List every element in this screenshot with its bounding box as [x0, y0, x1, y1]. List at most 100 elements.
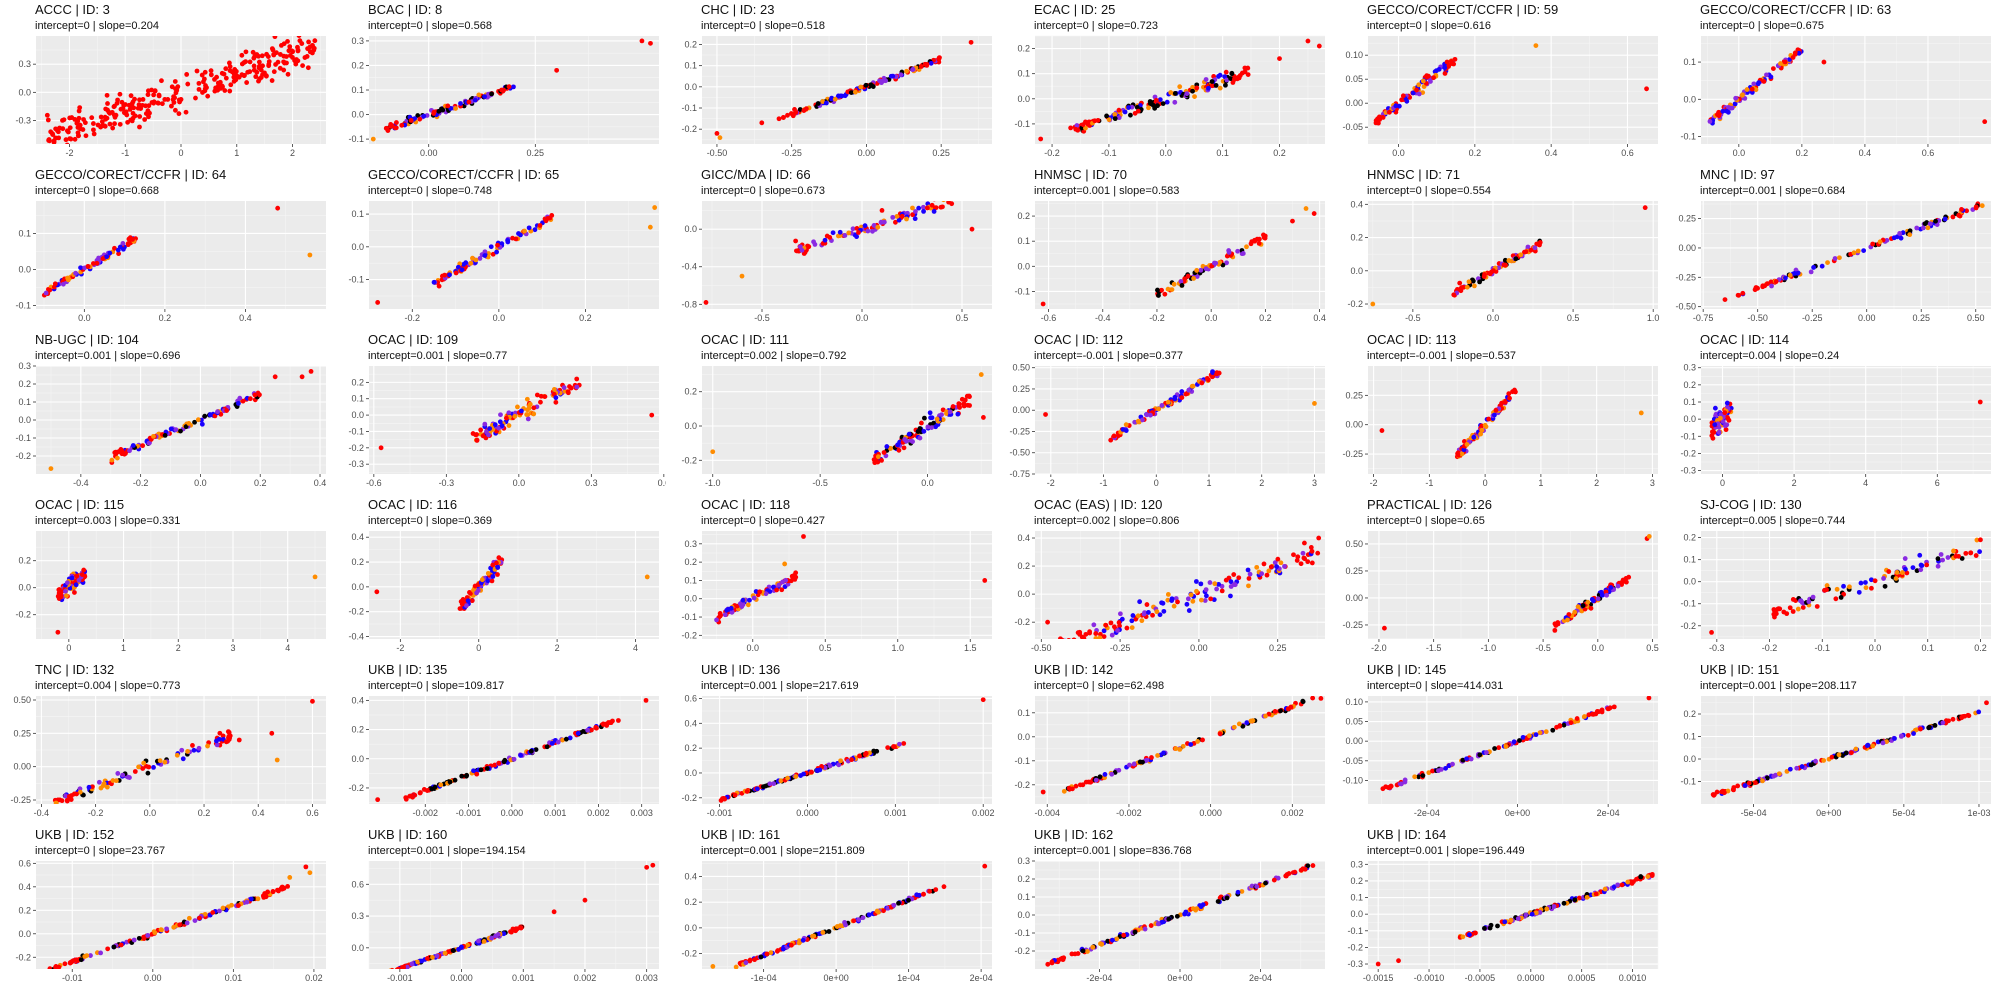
scatter-point: [1172, 99, 1178, 105]
scatter-point: [827, 763, 833, 769]
scatter-point: [1135, 418, 1141, 424]
scatter-point: [1261, 561, 1267, 567]
scatter-point: [1787, 605, 1793, 611]
y-tick-label: 0.2: [18, 556, 31, 566]
scatter-point: [778, 778, 784, 784]
scatter-point: [906, 431, 912, 437]
y-tick-label: -0.2: [348, 783, 364, 793]
scatter-point: [489, 91, 494, 97]
y-tick-label: 0.0: [18, 415, 31, 425]
points-group: [48, 369, 314, 471]
scatter-point: [1518, 252, 1524, 258]
scatter-point: [1219, 588, 1225, 594]
facet-panel: GECCO/CORECT/CCFR | ID: 63 intercept=0 | …: [1665, 0, 1998, 165]
scatter-point: [117, 91, 123, 97]
scatter-point: [1131, 761, 1137, 767]
scatter-point: [438, 782, 444, 788]
scatter-point: [1442, 65, 1448, 71]
scatter-point: [721, 796, 727, 801]
scatter-point: [1193, 579, 1199, 584]
x-tick-label: -2: [1047, 478, 1055, 488]
facet-subtitle: intercept=0.001 | slope=217.619: [701, 680, 859, 692]
scatter-point: [118, 942, 124, 948]
scatter-point: [191, 747, 197, 753]
scatter-point: [121, 102, 127, 108]
scatter-point: [172, 79, 178, 84]
scatter-point: [916, 205, 922, 211]
scatter-point: [503, 415, 509, 421]
scatter-point: [910, 205, 915, 211]
scatter-point: [525, 416, 531, 422]
scatter-point: [1837, 255, 1842, 261]
scatter-point: [392, 125, 398, 131]
scatter-point: [69, 575, 75, 581]
x-tick-label: -0.25: [1802, 313, 1823, 323]
scatter-point: [217, 84, 223, 90]
scatter-point: [888, 445, 893, 451]
scatter-point: [431, 279, 437, 285]
scatter-point: [1752, 287, 1758, 293]
facet-title: UKB | ID: 136: [701, 662, 780, 677]
scatter-point: [128, 93, 134, 99]
x-tick-label: 0.5: [956, 313, 969, 323]
outlier-point: [287, 875, 293, 880]
scatter-point: [417, 116, 423, 122]
scatter-point: [149, 100, 155, 105]
scatter-point: [779, 587, 785, 593]
x-tick-label: 4: [285, 643, 290, 653]
scatter-point: [434, 953, 440, 959]
scatter-point: [1749, 86, 1755, 92]
scatter-point: [1081, 636, 1087, 639]
scatter-point: [1184, 601, 1190, 607]
x-tick-label: 0.00: [1190, 643, 1208, 653]
scatter-point: [1073, 783, 1079, 789]
scatter-point: [1506, 391, 1512, 397]
scatter-point: [47, 287, 53, 293]
scatter-point: [236, 400, 241, 406]
scatter-point: [508, 929, 514, 935]
scatter-point: [1856, 589, 1862, 595]
y-tick-label: 0.0: [684, 82, 697, 92]
scatter-point: [436, 283, 442, 289]
scatter-point: [1226, 249, 1232, 255]
y-tick-label: 0.1: [18, 228, 31, 238]
facet-title: OCAC | ID: 116: [368, 497, 457, 512]
y-tick-label: -0.25: [1342, 449, 1363, 459]
scatter-point: [499, 423, 505, 429]
scatter-point: [281, 53, 287, 59]
scatter-point: [1160, 600, 1166, 606]
plot-background: [702, 201, 992, 309]
scatter-point: [1155, 287, 1160, 293]
scatter-point: [489, 935, 495, 941]
x-tick-label: -0.002: [413, 808, 439, 818]
scatter-point: [146, 764, 152, 770]
x-tick-label: -0.6: [1041, 313, 1057, 323]
outlier-point: [278, 42, 284, 48]
x-tick-label: 0.6: [306, 808, 319, 818]
scatter-point: [1784, 768, 1790, 774]
scatter-point: [1129, 618, 1135, 624]
scatter-point: [1171, 281, 1177, 287]
scatter-point: [1091, 622, 1097, 628]
outlier-point: [644, 864, 650, 870]
scatter-point: [425, 955, 430, 961]
scatter-point: [417, 790, 423, 796]
x-tick-label: 2: [1259, 478, 1264, 488]
outlier-point: [739, 273, 745, 279]
scatter-point: [56, 135, 62, 141]
scatter-point: [472, 97, 478, 103]
scatter-point: [913, 209, 918, 214]
y-tick-label: 0.3: [684, 539, 697, 549]
y-tick-label: 0.0: [351, 110, 364, 120]
y-tick-label: -0.2: [15, 610, 31, 620]
y-tick-label: 0.0: [351, 582, 364, 592]
scatter-point: [917, 426, 923, 431]
scatter-point: [1217, 72, 1223, 78]
scatter-point: [1974, 537, 1980, 543]
y-tick-label: -0.2: [681, 630, 697, 640]
y-tick-label: -0.4: [348, 632, 364, 642]
scatter-point: [1568, 720, 1574, 726]
scatter-point: [136, 764, 141, 770]
scatter-point: [52, 281, 58, 287]
